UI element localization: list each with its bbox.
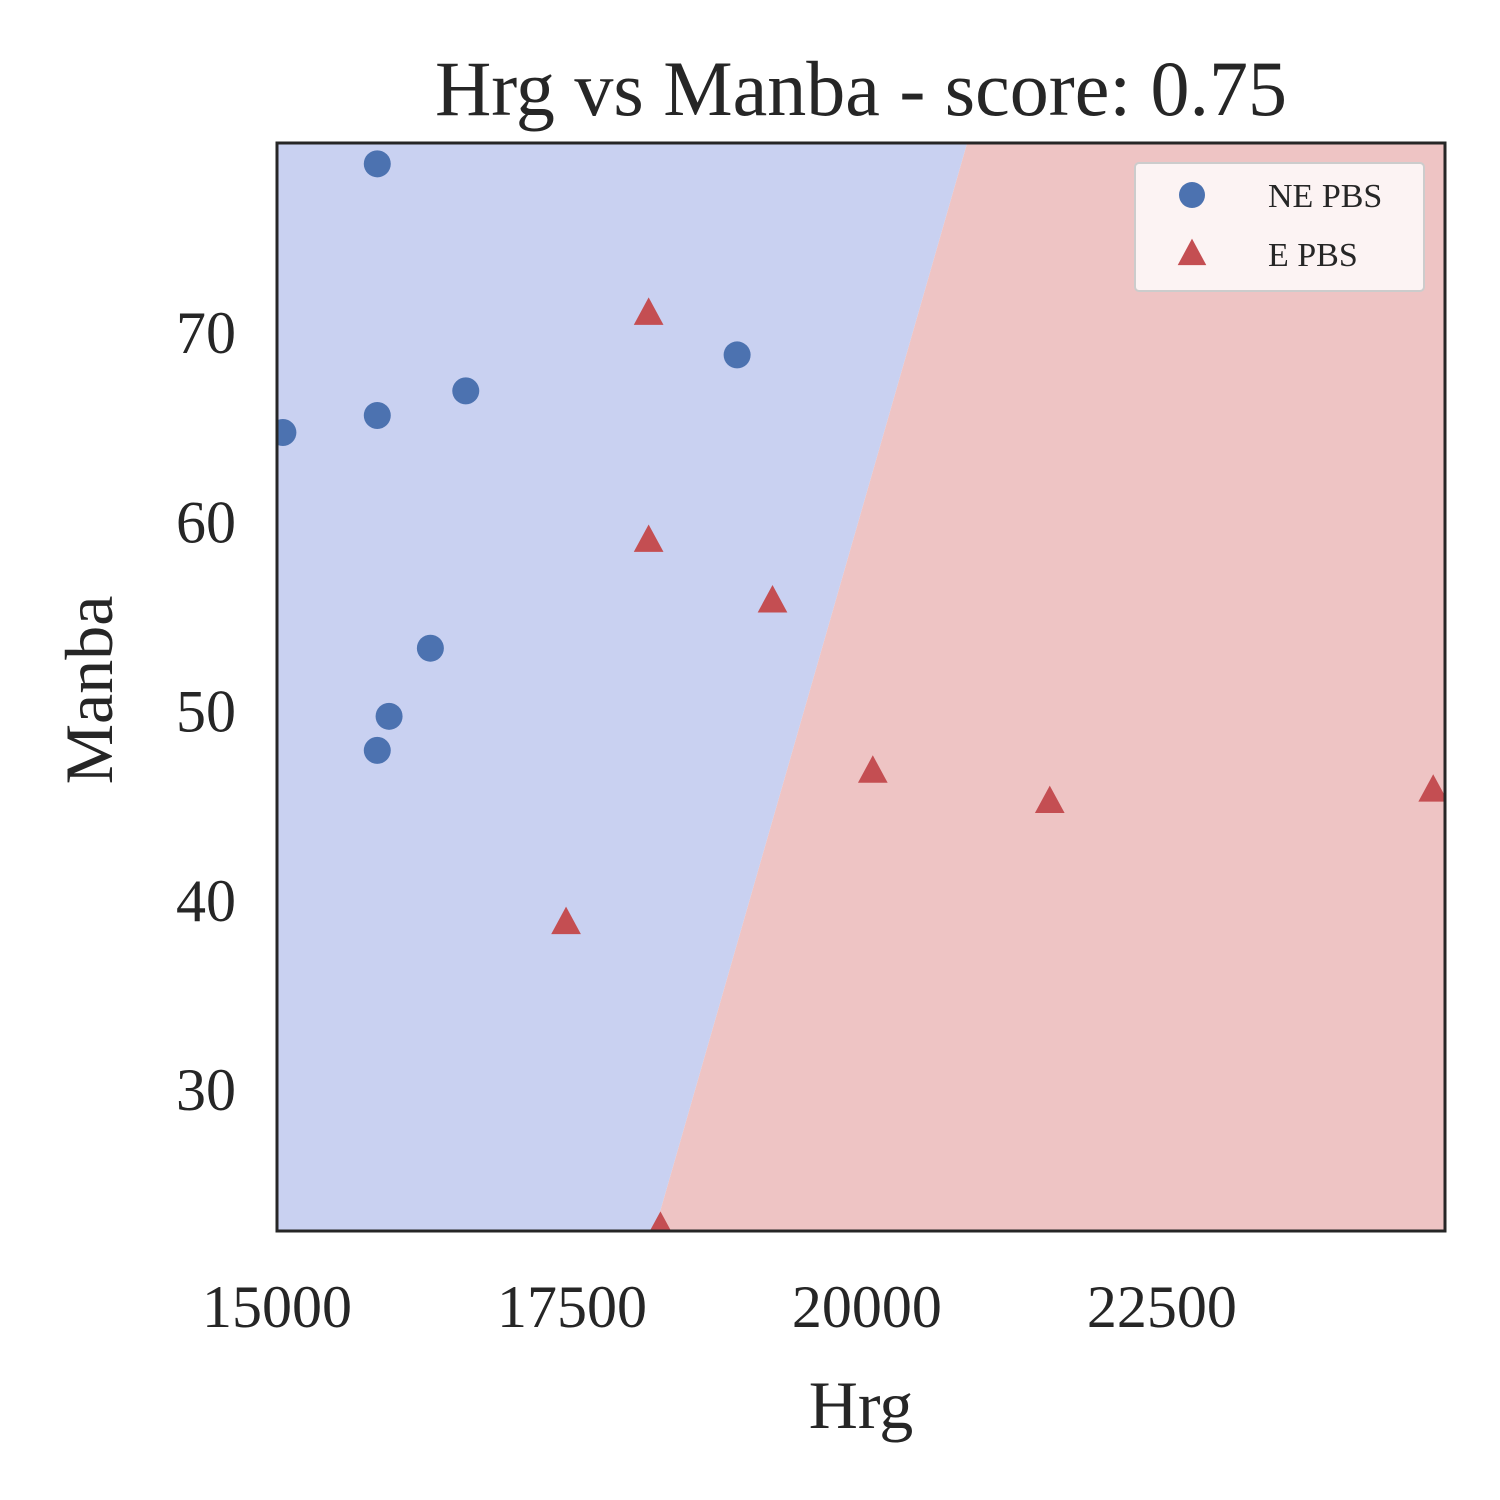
plot-frame xyxy=(275,141,1447,1233)
y-axis-label: Manba xyxy=(51,596,127,785)
x-tick-label: 22500 xyxy=(1087,1274,1237,1340)
decision-regions xyxy=(277,143,1445,1231)
chart-title: Hrg vs Manba - score: 0.75 xyxy=(435,45,1287,132)
legend-marker-ne-pbs xyxy=(1179,182,1205,208)
x-axis-ticks: 15000 17500 20000 22500 xyxy=(202,1274,1237,1340)
point-e-pbs xyxy=(649,1211,672,1231)
point-ne-pbs xyxy=(363,150,391,178)
x-tick-label: 17500 xyxy=(497,1274,647,1340)
point-e-pbs xyxy=(1034,785,1065,814)
point-ne-pbs xyxy=(723,341,751,369)
point-ne-pbs xyxy=(363,401,391,429)
y-tick-label: 60 xyxy=(176,489,236,555)
y-tick-label: 40 xyxy=(176,868,236,934)
point-ne-pbs xyxy=(375,702,403,730)
point-e-pbs xyxy=(633,524,664,552)
legend: NE PBS E PBS xyxy=(1134,162,1425,292)
point-e-pbs xyxy=(551,906,581,935)
legend-label-ne-pbs: NE PBS xyxy=(1268,178,1382,215)
point-e-pbs xyxy=(857,755,888,783)
y-axis-ticks: 30 40 50 60 70 xyxy=(176,300,236,1123)
y-tick-label: 50 xyxy=(176,679,236,745)
legend-label-e-pbs: E PBS xyxy=(1268,237,1358,274)
point-ne-pbs xyxy=(363,736,391,764)
x-tick-label: 20000 xyxy=(792,1274,942,1340)
point-ne-pbs xyxy=(277,419,297,446)
y-tick-label: 30 xyxy=(176,1057,236,1123)
y-tick-label: 70 xyxy=(176,300,236,366)
x-tick-label: 15000 xyxy=(202,1274,352,1340)
point-e-pbs xyxy=(1418,774,1445,802)
x-axis-label: Hrg xyxy=(809,1367,914,1443)
data-points xyxy=(277,150,1445,1231)
legend-box xyxy=(1134,162,1425,292)
point-ne-pbs xyxy=(416,634,444,662)
point-e-pbs xyxy=(633,297,664,325)
region-ne-pbs xyxy=(277,143,968,1231)
point-ne-pbs xyxy=(452,377,480,405)
legend-marker-e-pbs xyxy=(1177,238,1207,266)
region-e-pbs xyxy=(654,143,1445,1231)
point-e-pbs xyxy=(757,585,788,613)
